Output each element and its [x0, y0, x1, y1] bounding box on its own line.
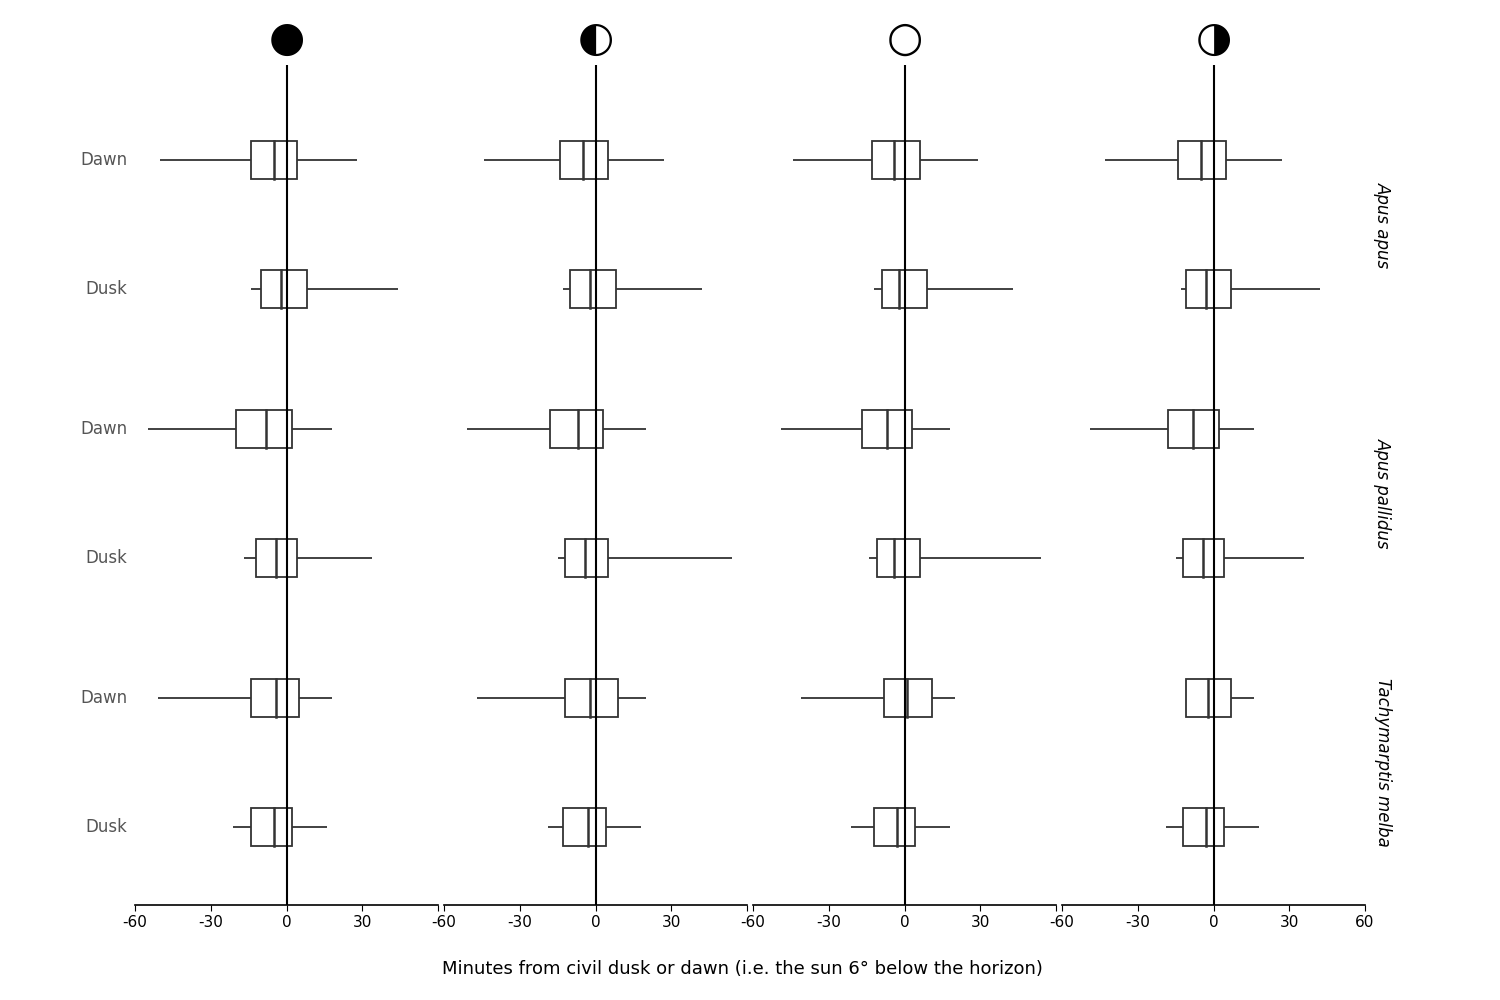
FancyBboxPatch shape — [251, 679, 298, 717]
FancyBboxPatch shape — [570, 270, 615, 308]
FancyBboxPatch shape — [1184, 808, 1224, 846]
FancyBboxPatch shape — [261, 270, 306, 308]
FancyBboxPatch shape — [1184, 539, 1224, 577]
FancyBboxPatch shape — [1178, 141, 1225, 179]
FancyBboxPatch shape — [1185, 679, 1231, 717]
Text: Dusk: Dusk — [86, 549, 128, 567]
Title: ●: ● — [268, 18, 304, 60]
FancyBboxPatch shape — [861, 410, 912, 448]
FancyBboxPatch shape — [566, 539, 608, 577]
Title: ◑: ◑ — [1196, 18, 1231, 60]
FancyBboxPatch shape — [1168, 410, 1218, 448]
FancyBboxPatch shape — [236, 410, 291, 448]
FancyBboxPatch shape — [560, 141, 608, 179]
FancyBboxPatch shape — [256, 539, 297, 577]
FancyBboxPatch shape — [885, 679, 933, 717]
FancyBboxPatch shape — [251, 808, 291, 846]
FancyBboxPatch shape — [550, 410, 603, 448]
Text: Dusk: Dusk — [86, 818, 128, 836]
FancyBboxPatch shape — [874, 808, 915, 846]
FancyBboxPatch shape — [882, 270, 927, 308]
Title: ◐: ◐ — [578, 18, 614, 60]
FancyBboxPatch shape — [876, 539, 920, 577]
Text: Dawn: Dawn — [81, 151, 128, 169]
Text: Apus apus: Apus apus — [1374, 182, 1392, 268]
Text: Dawn: Dawn — [81, 420, 128, 438]
FancyBboxPatch shape — [251, 141, 297, 179]
FancyBboxPatch shape — [562, 808, 606, 846]
Text: Minutes from civil dusk or dawn (i.e. the sun 6° below the horizon): Minutes from civil dusk or dawn (i.e. th… — [442, 960, 1042, 978]
FancyBboxPatch shape — [871, 141, 919, 179]
Text: Tachymarptis melba: Tachymarptis melba — [1374, 678, 1392, 847]
Text: Apus pallidus: Apus pallidus — [1374, 438, 1392, 549]
FancyBboxPatch shape — [566, 679, 618, 717]
Text: Dusk: Dusk — [86, 280, 128, 298]
FancyBboxPatch shape — [1185, 270, 1231, 308]
Title: ○: ○ — [886, 18, 922, 60]
Text: Dawn: Dawn — [81, 689, 128, 707]
